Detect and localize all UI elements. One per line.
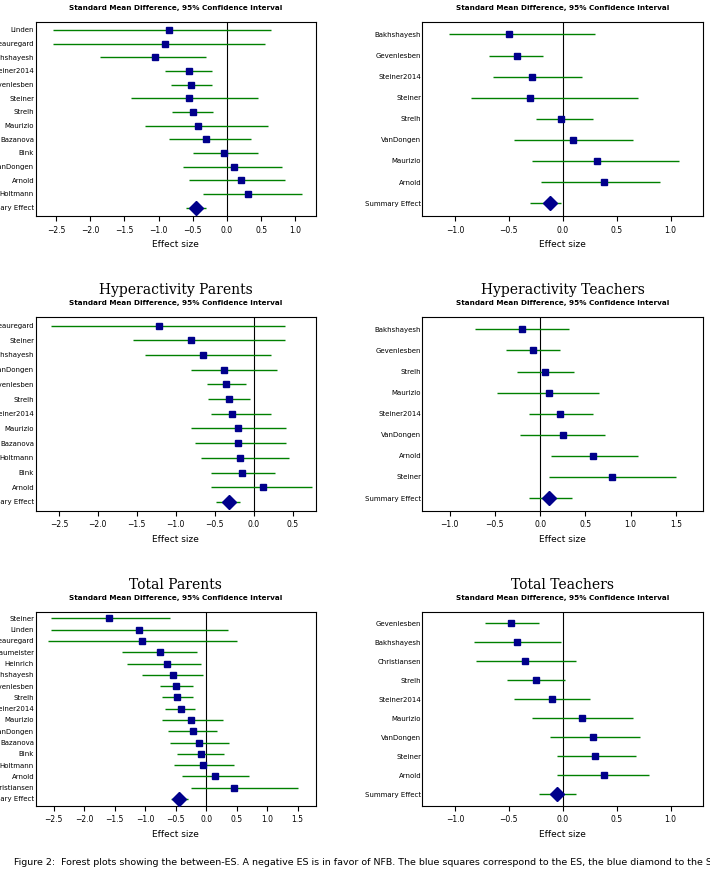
Text: Standard Mean Difference, 95% Confidence Interval: Standard Mean Difference, 95% Confidence… [456, 595, 670, 601]
Title: Total Teachers: Total Teachers [511, 578, 614, 592]
Title: Total Parents: Total Parents [129, 578, 222, 592]
Title: Hyperactivity Teachers: Hyperactivity Teachers [481, 283, 645, 298]
X-axis label: Effect size: Effect size [152, 830, 199, 839]
X-axis label: Effect size: Effect size [540, 535, 586, 544]
Title: Hyperactivity Parents: Hyperactivity Parents [99, 283, 253, 298]
Title: Inattention Parents: Inattention Parents [107, 0, 244, 3]
Text: Standard Mean Difference, 95% Confidence Interval: Standard Mean Difference, 95% Confidence… [69, 5, 283, 11]
X-axis label: Effect size: Effect size [540, 830, 586, 839]
Text: Standard Mean Difference, 95% Confidence Interval: Standard Mean Difference, 95% Confidence… [456, 300, 670, 306]
Text: Figure 2:  Forest plots showing the between-ES. A negative ES is in favor of NFB: Figure 2: Forest plots showing the betwe… [14, 858, 710, 867]
X-axis label: Effect size: Effect size [152, 240, 199, 249]
Text: Standard Mean Difference, 95% Confidence Interval: Standard Mean Difference, 95% Confidence… [456, 5, 670, 11]
Text: Standard Mean Difference, 95% Confidence Interval: Standard Mean Difference, 95% Confidence… [69, 300, 283, 306]
Text: Standard Mean Difference, 95% Confidence Interval: Standard Mean Difference, 95% Confidence… [69, 595, 283, 601]
Title: Inattention Teachers: Inattention Teachers [489, 0, 636, 3]
X-axis label: Effect size: Effect size [152, 535, 199, 544]
X-axis label: Effect size: Effect size [540, 240, 586, 249]
